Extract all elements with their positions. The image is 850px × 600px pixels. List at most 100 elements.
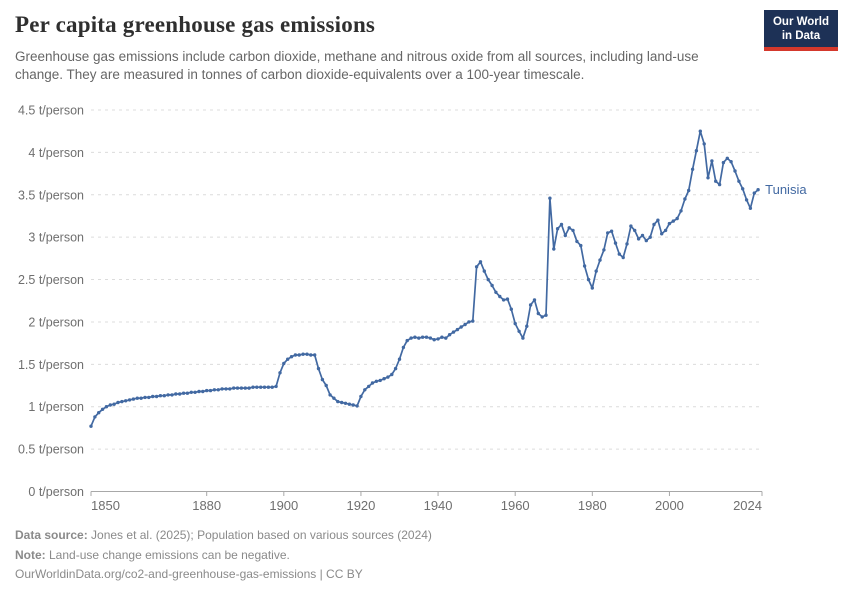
owid-url-link[interactable]: OurWorldinData.org/co2-and-greenhouse-ga…	[15, 567, 317, 581]
data-point	[151, 394, 155, 399]
data-point	[571, 228, 575, 233]
data-point	[417, 336, 421, 340]
chart-title: Per capita greenhouse gas emissions	[15, 12, 376, 37]
data-point	[266, 385, 271, 389]
data-point	[193, 390, 197, 394]
data-point	[575, 239, 579, 244]
citation-line: OurWorldinData.org/co2-and-greenhouse-ga…	[15, 565, 835, 585]
data-point	[552, 247, 556, 251]
data-point	[208, 388, 213, 393]
data-point	[579, 243, 583, 248]
data-point	[100, 407, 105, 411]
data-point	[120, 399, 124, 404]
data-point	[293, 353, 298, 357]
note-label: Note:	[15, 547, 46, 562]
data-point	[598, 258, 602, 262]
data-point	[363, 388, 367, 392]
data-point	[386, 375, 390, 379]
data-point	[174, 392, 178, 396]
data-point	[471, 319, 475, 323]
emissions-line[interactable]	[90, 130, 759, 428]
data-point	[127, 398, 132, 402]
data-point	[675, 216, 679, 221]
data-point	[474, 265, 479, 269]
data-point	[625, 242, 629, 246]
data-point	[528, 303, 533, 307]
data-point	[741, 187, 745, 191]
data-point	[752, 191, 756, 195]
x-tick-label: 2024	[733, 498, 762, 513]
data-point	[451, 330, 456, 334]
data-point	[636, 237, 641, 241]
data-point	[455, 327, 460, 332]
data-point	[401, 345, 406, 350]
data-point	[633, 228, 637, 233]
data-point	[282, 361, 286, 366]
data-point	[428, 336, 433, 340]
data-point	[131, 397, 136, 401]
data-point	[467, 320, 471, 324]
x-tick-label: 1980	[578, 498, 607, 513]
y-tick-label: 1.5 t/person	[18, 358, 84, 372]
y-tick-label: 4.5 t/person	[18, 104, 84, 118]
logo-line-1: Our World	[772, 16, 829, 28]
data-point	[544, 313, 548, 317]
data-point	[613, 241, 618, 245]
data-point	[205, 388, 209, 393]
y-tick-label: 3 t/person	[28, 231, 84, 245]
data-point	[505, 297, 510, 301]
data-point	[698, 129, 702, 133]
data-point	[347, 402, 352, 406]
data-point	[621, 255, 625, 260]
data-point	[313, 353, 317, 357]
data-point	[717, 182, 722, 187]
x-tick-label: 1880	[192, 498, 221, 513]
data-point	[197, 389, 201, 394]
data-point	[563, 233, 567, 238]
data-point	[235, 386, 240, 390]
x-tick-label: 2000	[655, 498, 684, 513]
data-point	[432, 338, 436, 342]
data-point	[737, 179, 741, 183]
data-point	[513, 321, 517, 326]
y-tick-label: 4 t/person	[28, 146, 84, 160]
data-point	[297, 353, 301, 357]
data-point	[409, 336, 413, 340]
data-point	[328, 393, 332, 397]
data-point	[532, 298, 537, 302]
data-point	[617, 252, 621, 256]
data-point	[640, 233, 645, 238]
data-point	[343, 401, 348, 405]
data-point	[702, 142, 706, 146]
data-point	[540, 315, 544, 319]
data-point	[93, 415, 97, 419]
owid-logo[interactable]: Our World in Data	[763, 10, 838, 51]
data-point	[629, 224, 633, 228]
data-point	[259, 385, 263, 389]
x-tick-label: 1940	[424, 498, 453, 513]
data-point	[170, 393, 174, 397]
data-point	[262, 385, 267, 389]
data-point	[390, 372, 394, 377]
data-point	[733, 169, 737, 173]
y-tick-label: 0 t/person	[28, 485, 84, 499]
data-point	[143, 395, 147, 400]
data-point	[374, 379, 379, 383]
data-point	[405, 338, 409, 343]
x-tick-label: 1960	[501, 498, 530, 513]
data-point	[378, 378, 382, 383]
data-point	[486, 277, 490, 282]
x-tick-label: 1900	[269, 498, 298, 513]
data-point	[239, 386, 244, 390]
data-point	[301, 352, 305, 356]
data-point	[185, 391, 190, 395]
y-tick-label: 2.5 t/person	[18, 273, 84, 287]
data-point	[725, 156, 729, 160]
data-point	[147, 395, 151, 400]
data-point	[482, 269, 486, 273]
data-point	[656, 218, 660, 222]
data-point	[756, 188, 760, 192]
data-point	[232, 386, 236, 390]
data-point	[274, 384, 278, 389]
data-point	[124, 399, 128, 403]
